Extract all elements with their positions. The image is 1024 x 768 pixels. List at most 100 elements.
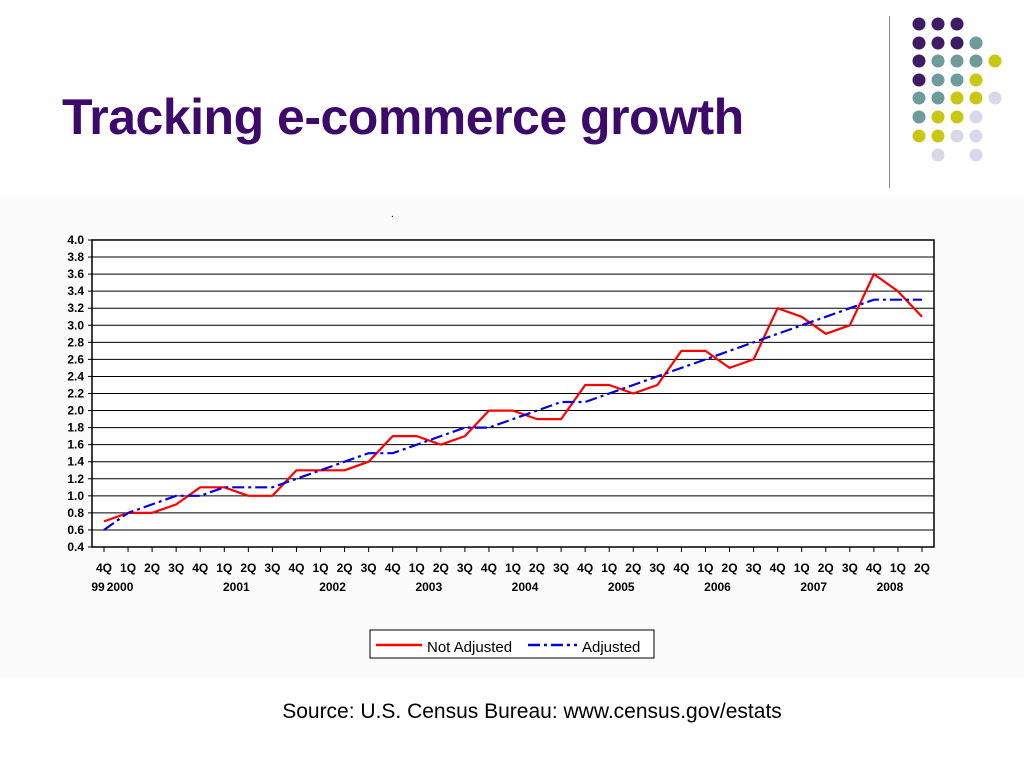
decorative-dot bbox=[950, 73, 964, 87]
x-tick-label: 2Q bbox=[818, 561, 834, 575]
decorative-dot bbox=[931, 73, 945, 87]
y-tick-label: 1.4 bbox=[67, 455, 84, 469]
decorative-dot bbox=[931, 54, 945, 68]
decorative-dot bbox=[988, 54, 1002, 68]
y-tick-label: 1.2 bbox=[67, 472, 84, 486]
decorative-dot bbox=[950, 110, 964, 124]
decorative-dot bbox=[950, 129, 964, 143]
x-tick-label: 2Q bbox=[914, 561, 930, 575]
decorative-dot bbox=[950, 17, 964, 31]
decorative-dot bbox=[912, 110, 926, 124]
x-tick-label: 3Q bbox=[361, 561, 377, 575]
y-tick-label: 3.4 bbox=[67, 284, 84, 298]
decorative-dot bbox=[988, 91, 1002, 105]
x-year-label: 99 bbox=[91, 580, 105, 594]
x-tick-label: 4Q bbox=[577, 561, 593, 575]
ecommerce-line-chart: . 4.0 3.8 3.6 3.4 3.2 3.0 2.8 2.6 2.4 2.2 2.0 1.8 1.… bbox=[67, 209, 935, 659]
y-tick-label: 2.0 bbox=[67, 404, 84, 418]
x-tick-label: 4Q bbox=[866, 561, 882, 575]
decorative-dot bbox=[969, 73, 983, 87]
x-tick-label: 4Q bbox=[192, 561, 208, 575]
decorative-dot bbox=[969, 36, 983, 50]
y-tick-labels: 4.0 3.8 3.6 3.4 3.2 3.0 2.8 2.6 2.4 2.2 2.0 1.8 1.6 1… bbox=[67, 233, 84, 554]
slide-title: Tracking e-commerce growth bbox=[62, 89, 744, 145]
x-tick-label: 3Q bbox=[649, 561, 665, 575]
decorative-dot bbox=[931, 148, 945, 162]
x-tick-label: 1Q bbox=[601, 561, 617, 575]
x-tick-label: 3Q bbox=[168, 561, 184, 575]
y-tick-label: 1.8 bbox=[67, 421, 84, 435]
x-tick-label: 3Q bbox=[553, 561, 569, 575]
y-tick-label: 3.6 bbox=[67, 267, 84, 281]
y-tick-label: 1.6 bbox=[67, 438, 84, 452]
x-tick-label: 2Q bbox=[529, 561, 545, 575]
legend-label-not-adjusted: Not Adjusted bbox=[427, 639, 512, 656]
x-tick-label: 4Q bbox=[385, 561, 401, 575]
y-tick-label: 2.4 bbox=[67, 369, 84, 383]
x-year-label: 2008 bbox=[877, 580, 904, 594]
x-tick-labels: 4Q 1Q 2Q 3Q 4Q 1Q 2Q 3Q 4Q 1Q 2Q 3Q 4Q 1Q 2Q 3Q 4Q 1Q 2Q 3Q… bbox=[91, 561, 930, 594]
decorative-dot bbox=[950, 36, 964, 50]
series-line-adjusted bbox=[103, 298, 922, 531]
decorative-dot bbox=[950, 91, 964, 105]
x-tick-label: 2Q bbox=[240, 561, 256, 575]
y-tick-label: 4.0 bbox=[67, 233, 84, 247]
x-tick-label: 2Q bbox=[433, 561, 449, 575]
x-tick-label: 2Q bbox=[722, 561, 738, 575]
x-year-label: 2002 bbox=[319, 580, 346, 594]
decorative-dot bbox=[931, 110, 945, 124]
x-tick-label: 2Q bbox=[144, 561, 160, 575]
x-tick-label: 1Q bbox=[890, 561, 906, 575]
grid-lines bbox=[88, 239, 935, 552]
y-tick-label: 2.2 bbox=[67, 387, 84, 401]
x-tick-label: 4Q bbox=[770, 561, 786, 575]
x-tick-label: 4Q bbox=[288, 561, 304, 575]
x-tick-label: 1Q bbox=[794, 561, 810, 575]
decorative-dot bbox=[931, 129, 945, 143]
x-year-label: 2006 bbox=[704, 580, 731, 594]
x-year-label: 2003 bbox=[415, 580, 442, 594]
x-tick-label: 1Q bbox=[313, 561, 329, 575]
x-tick-label: 2Q bbox=[625, 561, 641, 575]
chart-annotation: . bbox=[391, 209, 394, 220]
chart-legend: Not Adjusted Adjusted bbox=[369, 629, 655, 659]
y-tick-label: 3.8 bbox=[67, 250, 84, 264]
x-tick-label: 1Q bbox=[216, 561, 232, 575]
decorative-dot bbox=[969, 148, 983, 162]
decorative-dot bbox=[912, 73, 926, 87]
y-tick-label: 1.0 bbox=[67, 489, 84, 503]
decorative-dot bbox=[931, 91, 945, 105]
x-year-label: 2000 bbox=[107, 580, 134, 594]
x-tick-label: 1Q bbox=[409, 561, 425, 575]
x-tick-label: 3Q bbox=[746, 561, 762, 575]
title-divider bbox=[889, 16, 890, 188]
series-lines bbox=[103, 272, 923, 531]
x-tick-label: 4Q bbox=[481, 561, 497, 575]
series-line-not-adjusted bbox=[103, 272, 923, 523]
decorative-dot bbox=[969, 129, 983, 143]
decorative-dot bbox=[912, 17, 926, 31]
y-tick-label: 0.6 bbox=[67, 523, 84, 537]
decorative-dot bbox=[969, 91, 983, 105]
y-tick-label: 3.2 bbox=[67, 301, 84, 315]
decorative-dot bbox=[912, 36, 926, 50]
x-tick-label: 3Q bbox=[457, 561, 473, 575]
y-tick-label: 0.4 bbox=[67, 540, 84, 554]
x-tick-label: 4Q bbox=[96, 561, 112, 575]
source-note: Source: U.S. Census Bureau: www.census.g… bbox=[282, 700, 782, 723]
decorative-dot bbox=[912, 91, 926, 105]
x-tick-label: 4Q bbox=[673, 561, 689, 575]
x-year-label: 2004 bbox=[512, 580, 539, 594]
x-tick-label: 1Q bbox=[697, 561, 713, 575]
chart-panel: . 4.0 3.8 3.6 3.4 3.2 3.0 2.8 2.6 2.4 2.2 2.0 1.8 1.… bbox=[0, 197, 1024, 679]
y-tick-label: 0.8 bbox=[67, 506, 84, 520]
x-year-label: 2001 bbox=[223, 580, 250, 594]
decorative-dot bbox=[931, 17, 945, 31]
x-tick-label: 3Q bbox=[842, 561, 858, 575]
x-tick-label: 1Q bbox=[505, 561, 521, 575]
x-year-label: 2005 bbox=[608, 580, 635, 594]
decorative-dot bbox=[912, 54, 926, 68]
y-tick-label: 2.6 bbox=[67, 352, 84, 366]
x-tick-label: 2Q bbox=[337, 561, 353, 575]
y-tick-label: 2.8 bbox=[67, 335, 84, 349]
